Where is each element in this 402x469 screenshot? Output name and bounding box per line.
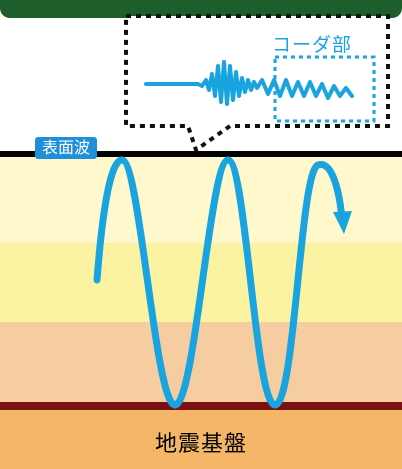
sediment-layer-3 (0, 322, 402, 402)
coda-box (273, 55, 376, 123)
top-band (0, 0, 402, 18)
seismogram-trace (144, 60, 354, 106)
sediment-layer-1 (0, 155, 402, 243)
bedrock-label: 地震基盤 (154, 432, 247, 457)
surface-wave-label: 表面波 (35, 137, 98, 159)
coda-part-label: コーダ部 (272, 34, 353, 56)
arrowhead-icon (333, 211, 352, 234)
bedrock-boundary-line (0, 402, 402, 410)
bedrock-layer (0, 410, 402, 469)
seismogram-callout (124, 14, 390, 154)
ground-surface-line (0, 151, 402, 157)
surface-wave-path (93, 156, 346, 409)
